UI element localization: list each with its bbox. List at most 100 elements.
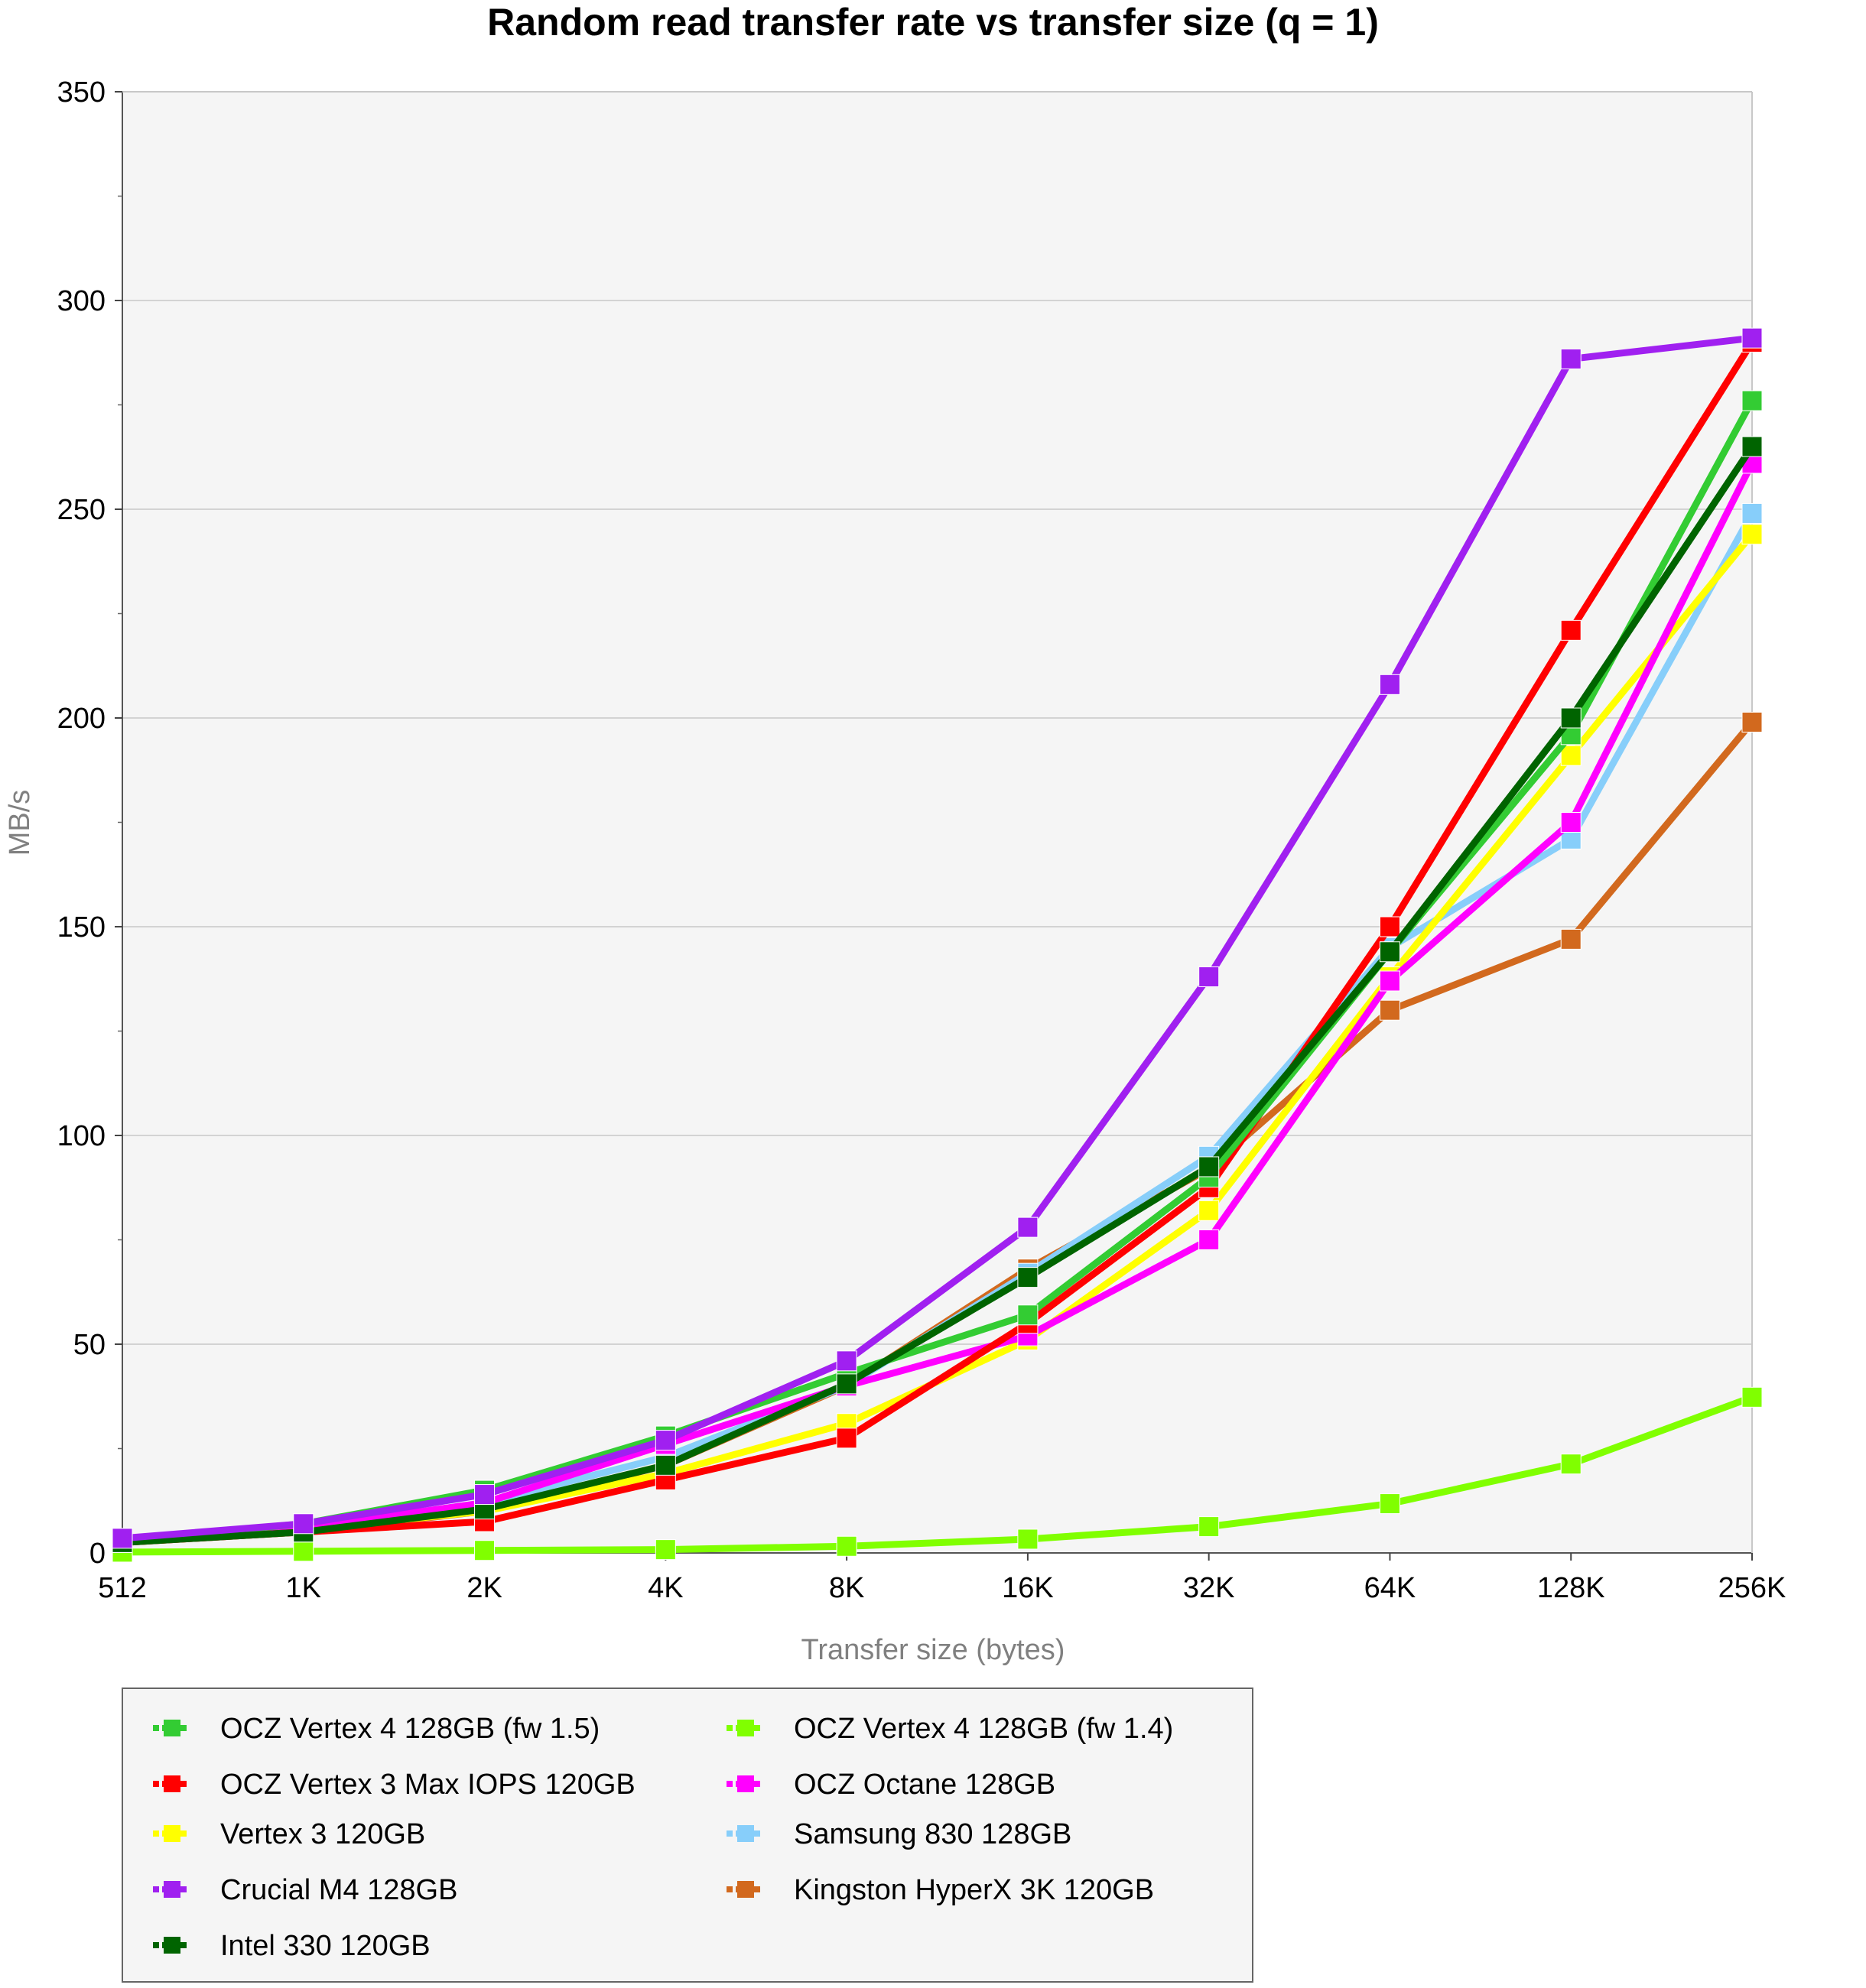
y-tick-label: 200	[57, 703, 106, 735]
x-tick-label: 16K	[1002, 1572, 1054, 1604]
data-point	[1379, 916, 1400, 937]
data-point	[655, 1430, 676, 1451]
data-point	[1560, 928, 1582, 950]
y-axis-label: MB/s	[4, 790, 36, 856]
legend-swatch-marker	[164, 1720, 180, 1736]
data-point	[293, 1513, 314, 1535]
data-point	[474, 1484, 496, 1506]
y-tick-label: 150	[57, 911, 106, 944]
y-tick-label: 0	[89, 1538, 106, 1570]
legend: OCZ Vertex 4 128GB (fw 1.5) OCZ Vertex 4 …	[122, 1688, 1253, 1983]
data-point	[1198, 1516, 1220, 1538]
x-tick-label: 64K	[1364, 1572, 1416, 1604]
data-point	[655, 1539, 676, 1561]
data-point	[1560, 812, 1582, 833]
legend-label: Samsung 830 128GB	[794, 1818, 1071, 1850]
x-tick-label: 512	[98, 1572, 146, 1604]
legend-swatch-marker	[737, 1881, 754, 1898]
legend-swatch-marker	[164, 1881, 180, 1898]
data-point	[1741, 1386, 1763, 1408]
series-line	[122, 334, 1753, 1542]
data-point	[1017, 1528, 1039, 1550]
y-tick-label: 50	[73, 1329, 106, 1361]
legend-label: OCZ Vertex 4 128GB (fw 1.4)	[794, 1713, 1173, 1745]
data-point	[1379, 970, 1400, 992]
data-point	[293, 1541, 314, 1562]
data-point	[1017, 1217, 1039, 1238]
data-point	[836, 1428, 857, 1449]
data-point	[1741, 327, 1763, 349]
data-point	[1560, 619, 1582, 641]
y-tick-label: 350	[57, 76, 106, 109]
legend-box	[122, 1688, 1253, 1983]
data-point	[1198, 966, 1220, 988]
data-point	[1741, 524, 1763, 545]
legend-label: Intel 330 120GB	[220, 1930, 431, 1962]
legend-label: OCZ Vertex 3 Max IOPS 120GB	[220, 1769, 636, 1801]
series-6	[112, 327, 1763, 1549]
data-point	[1379, 999, 1400, 1021]
legend-item[interactable]: Kingston HyperX 3K 120GB	[727, 1874, 1154, 1906]
data-point	[1560, 348, 1582, 369]
x-tick-label: 1K	[286, 1572, 321, 1604]
series-line	[122, 1394, 1754, 1556]
data-point	[112, 1528, 133, 1549]
y-tick-label: 250	[57, 494, 106, 526]
data-point	[655, 1454, 676, 1476]
data-point	[1379, 674, 1400, 695]
data-point	[1560, 1454, 1582, 1475]
data-point	[1379, 941, 1400, 963]
series-line	[122, 444, 1755, 1546]
y-axis-ticks: 0 50 100 150 200 250 300 350	[57, 76, 122, 1570]
legend-label: Kingston HyperX 3K 120GB	[794, 1874, 1154, 1906]
data-point	[1198, 1230, 1220, 1250]
data-point	[1560, 707, 1582, 729]
data-point	[836, 1350, 857, 1372]
series-1	[112, 1386, 1763, 1563]
legend-label: OCZ Vertex 4 128GB (fw 1.5)	[220, 1713, 600, 1745]
legend-label: Crucial M4 128GB	[220, 1874, 457, 1906]
x-tick-label: 32K	[1183, 1572, 1235, 1604]
legend-swatch-marker	[164, 1775, 180, 1792]
legend-label: Vertex 3 120GB	[220, 1818, 425, 1850]
legend-item[interactable]: OCZ Octane 128GB	[727, 1769, 1055, 1801]
x-axis-label: Transfer size (bytes)	[801, 1634, 1065, 1666]
legend-item[interactable]: Vertex 3 120GB	[153, 1818, 425, 1850]
data-point	[1560, 745, 1582, 766]
data-point	[474, 1540, 496, 1561]
x-tick-label: 256K	[1718, 1572, 1786, 1604]
series-line	[122, 461, 1756, 1545]
data-point	[836, 1373, 857, 1395]
chart-title: Random read transfer rate vs transfer si…	[487, 1, 1379, 44]
series-line	[122, 340, 1755, 1546]
legend-swatch-marker	[164, 1825, 180, 1842]
data-point	[1741, 390, 1763, 411]
legend-item[interactable]: Intel 330 120GB	[153, 1930, 431, 1962]
x-tick-label: 8K	[829, 1572, 864, 1604]
legend-item[interactable]: Crucial M4 128GB	[153, 1874, 457, 1906]
data-point	[1017, 1304, 1039, 1326]
y-tick-label: 100	[57, 1120, 106, 1152]
data-point	[1379, 1493, 1400, 1515]
legend-item[interactable]: OCZ Vertex 4 128GB (fw 1.5)	[153, 1713, 600, 1745]
x-tick-label: 2K	[466, 1572, 502, 1604]
data-point	[1198, 1156, 1220, 1178]
legend-swatch-marker	[737, 1720, 754, 1736]
data-point	[1741, 711, 1763, 733]
legend-item[interactable]: Samsung 830 128GB	[727, 1818, 1071, 1850]
data-point	[1741, 502, 1763, 524]
data-point	[836, 1535, 857, 1557]
legend-item[interactable]: OCZ Vertex 4 128GB (fw 1.4)	[727, 1713, 1173, 1745]
series-lines	[112, 327, 1763, 1563]
data-point	[1017, 1267, 1039, 1288]
plot-area	[122, 92, 1752, 1553]
x-axis-ticks: 512 1K 2K 4K 8K 16K 32K 64K 128K 256K	[98, 1553, 1786, 1604]
y-tick-label: 300	[57, 285, 106, 317]
x-tick-label: 128K	[1537, 1572, 1605, 1604]
legend-swatch-marker	[737, 1825, 754, 1842]
data-point	[1741, 436, 1763, 457]
data-point	[1198, 1200, 1220, 1221]
x-tick-label: 4K	[648, 1572, 683, 1604]
legend-item[interactable]: OCZ Vertex 3 Max IOPS 120GB	[153, 1769, 636, 1801]
